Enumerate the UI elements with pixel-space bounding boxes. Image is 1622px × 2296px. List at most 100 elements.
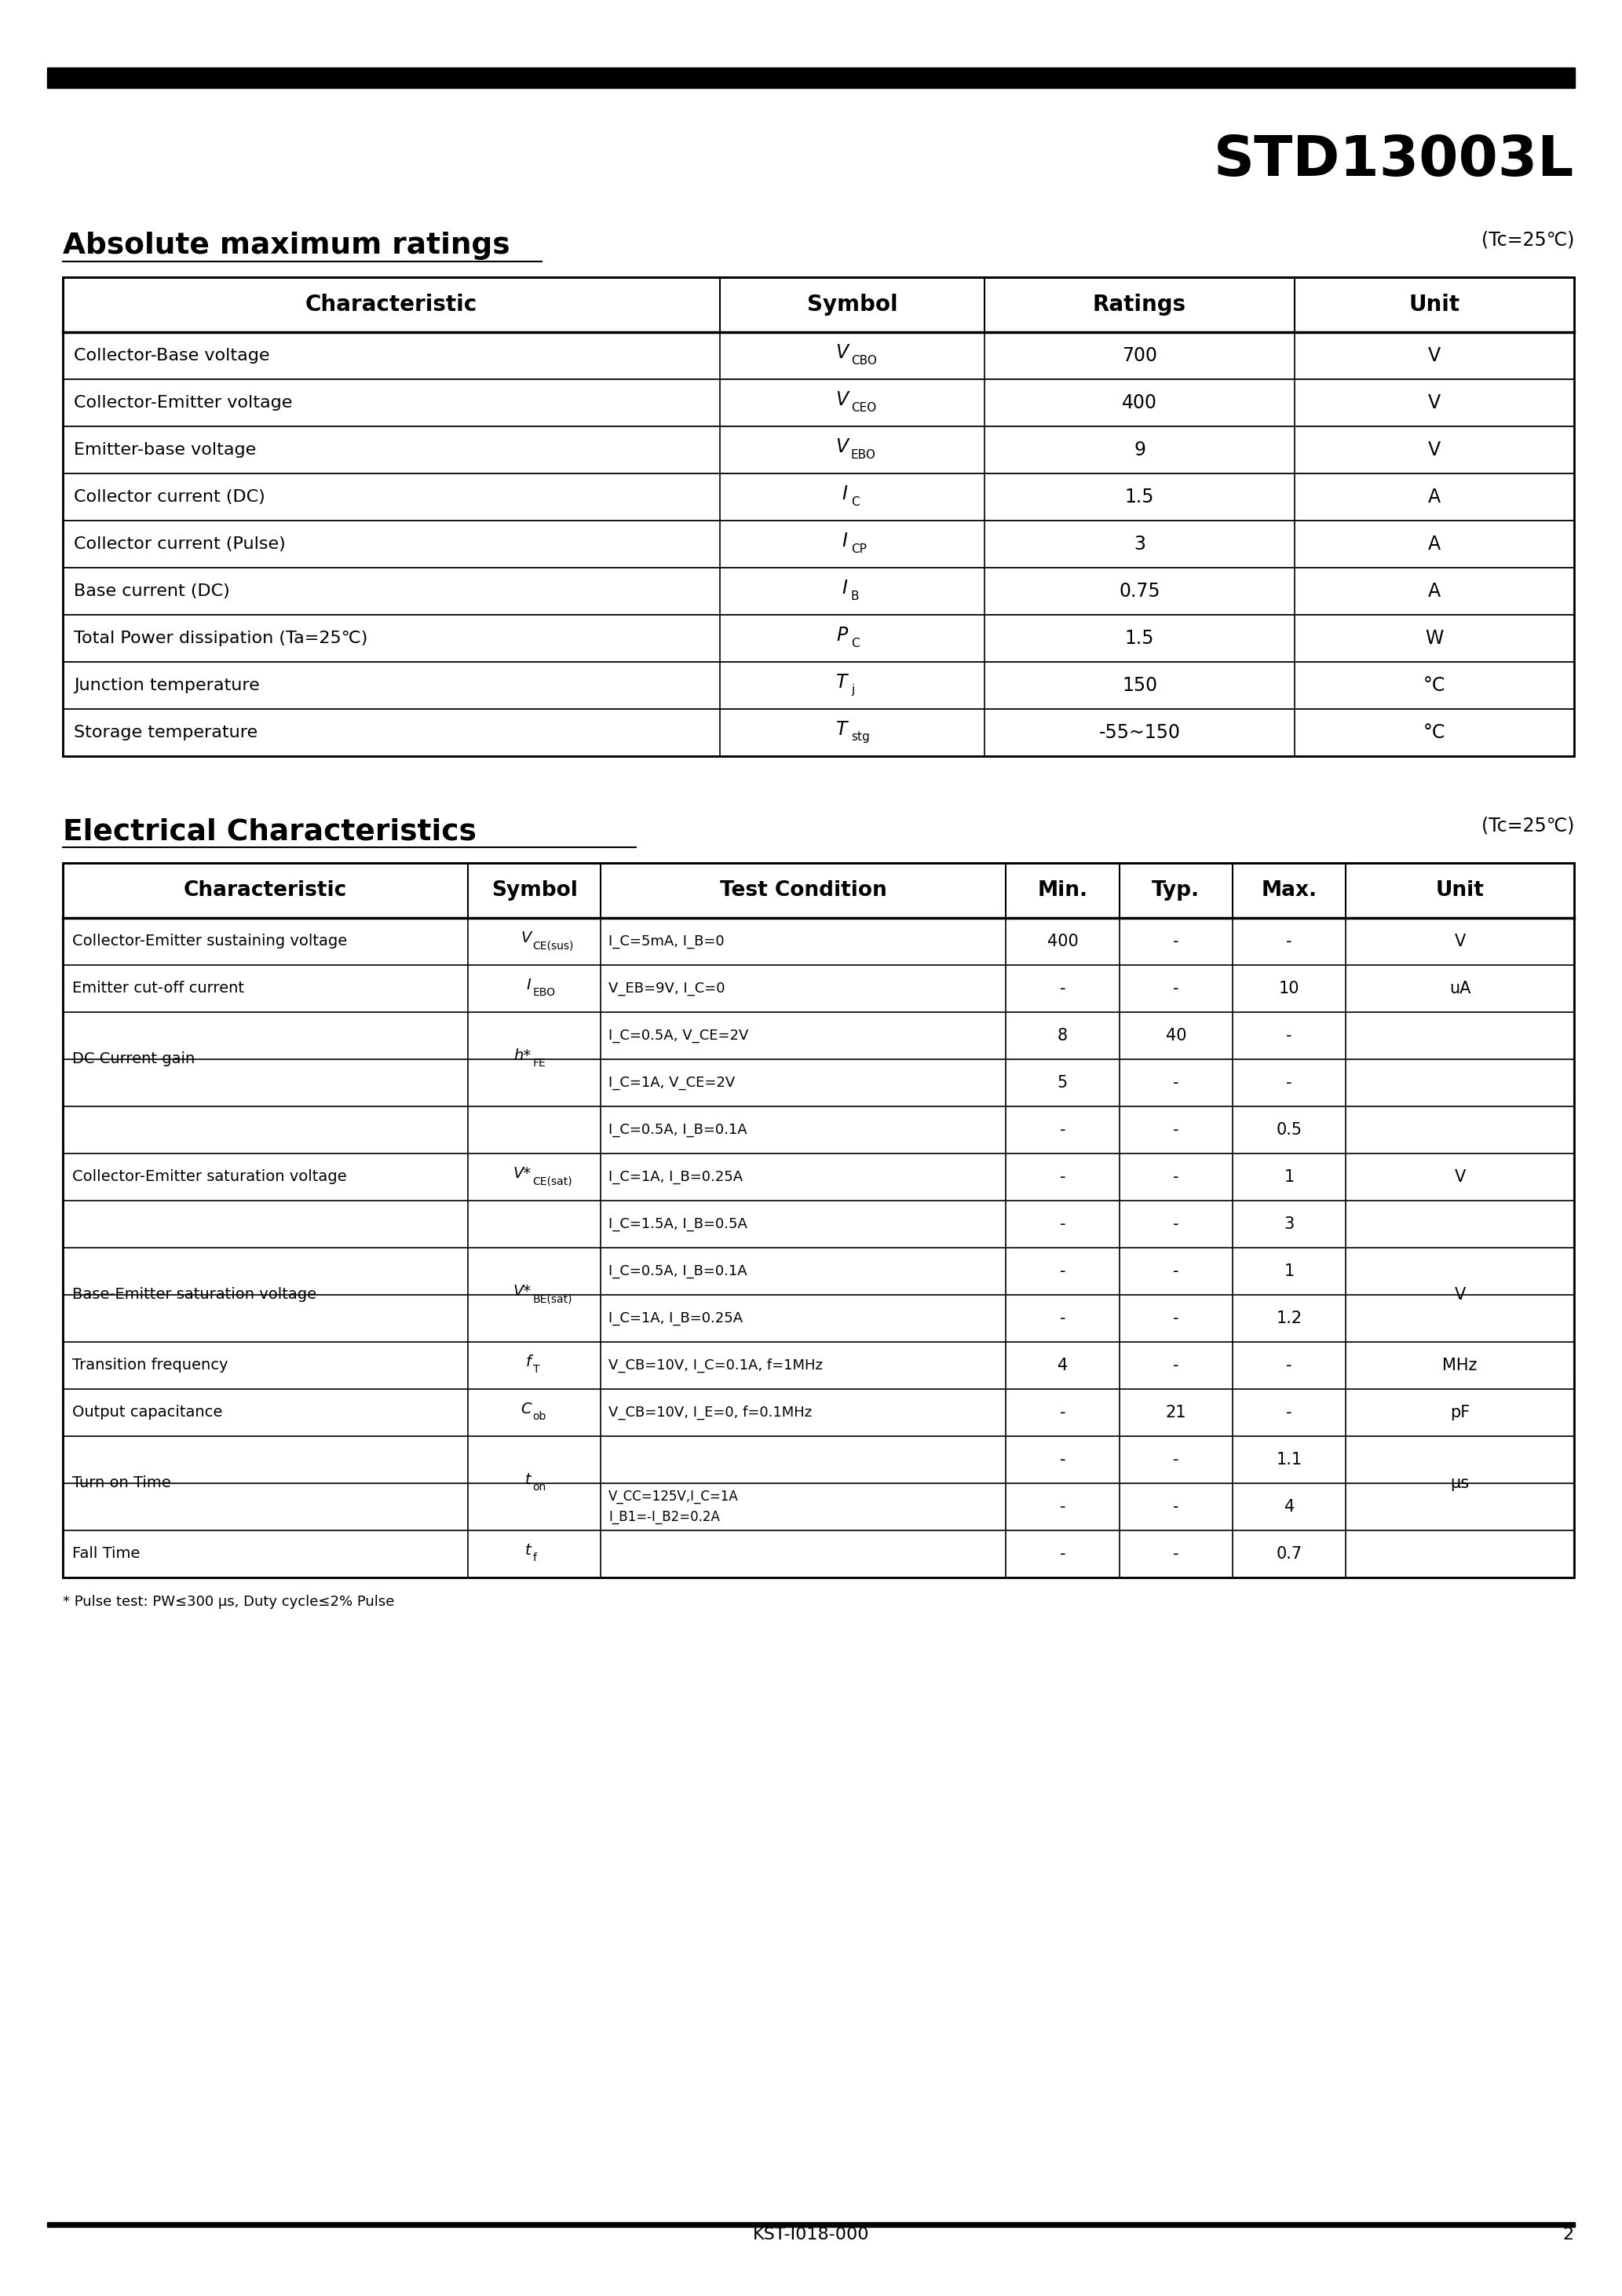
Text: I_C=1A, V_CE=2V: I_C=1A, V_CE=2V [608, 1077, 735, 1091]
Text: 1: 1 [1285, 1263, 1294, 1279]
Text: 0.7: 0.7 [1277, 1545, 1302, 1561]
Text: Characteristic: Characteristic [305, 294, 477, 315]
Text: I: I [527, 978, 530, 992]
Text: -: - [1173, 1499, 1179, 1515]
Text: 8: 8 [1058, 1029, 1067, 1045]
Text: V*: V* [513, 1283, 530, 1300]
Text: Turn on Time: Turn on Time [73, 1476, 170, 1490]
Text: (Tc=25℃): (Tc=25℃) [1481, 230, 1573, 248]
Text: MHz: MHz [1442, 1357, 1478, 1373]
Text: I_C=0.5A, V_CE=2V: I_C=0.5A, V_CE=2V [608, 1029, 749, 1042]
Text: °C: °C [1422, 675, 1445, 696]
Text: Test Condition: Test Condition [720, 879, 887, 900]
Text: CE(sat): CE(sat) [532, 1176, 573, 1187]
Text: A: A [1427, 535, 1440, 553]
Text: V_EB=9V, I_C=0: V_EB=9V, I_C=0 [608, 980, 725, 996]
Text: Absolute maximum ratings: Absolute maximum ratings [63, 232, 509, 259]
Bar [63, 379, 1573, 427]
Text: 400: 400 [1046, 934, 1079, 948]
Text: -: - [1059, 1123, 1066, 1139]
Text: Characteristic: Characteristic [183, 879, 347, 900]
Text: EBO: EBO [852, 448, 876, 461]
Text: -: - [1173, 1451, 1179, 1467]
Text: -: - [1173, 1169, 1179, 1185]
Text: 9: 9 [1134, 441, 1145, 459]
Text: A: A [1427, 487, 1440, 507]
Bar [63, 278, 1573, 755]
Bar [63, 661, 1573, 709]
Bar [63, 1437, 1573, 1483]
Text: -: - [1173, 980, 1179, 996]
Text: V: V [1455, 934, 1466, 948]
Bar [63, 1153, 1573, 1201]
Text: -: - [1286, 1029, 1293, 1045]
Text: -: - [1173, 1123, 1179, 1139]
Text: V: V [1427, 441, 1440, 459]
Text: I: I [842, 579, 848, 597]
Text: -: - [1286, 1357, 1293, 1373]
Bar [63, 709, 1573, 755]
Text: h*: h* [514, 1049, 530, 1063]
Text: I_C=0.5A, I_B=0.1A: I_C=0.5A, I_B=0.1A [608, 1123, 748, 1137]
Text: -: - [1173, 1545, 1179, 1561]
Bar [63, 1058, 1573, 1107]
Text: 1.1: 1.1 [1277, 1451, 1302, 1467]
Text: I_C=1A, I_B=0.25A: I_C=1A, I_B=0.25A [608, 1171, 743, 1185]
Text: 1: 1 [1285, 1169, 1294, 1185]
Text: t: t [526, 1543, 530, 1559]
Text: (Tc=25℃): (Tc=25℃) [1481, 815, 1573, 836]
Text: P: P [837, 627, 848, 645]
Text: V: V [835, 436, 848, 457]
Text: f: f [532, 1552, 537, 1564]
Text: Emitter-base voltage: Emitter-base voltage [73, 443, 256, 457]
Text: Collector-Emitter sustaining voltage: Collector-Emitter sustaining voltage [73, 934, 347, 948]
Text: CBO: CBO [852, 354, 878, 367]
Text: f: f [526, 1355, 530, 1371]
Text: V*: V* [513, 1166, 530, 1182]
Bar [63, 473, 1573, 521]
Text: Typ.: Typ. [1152, 879, 1200, 900]
Text: V: V [835, 342, 848, 363]
Text: Collector-Emitter voltage: Collector-Emitter voltage [73, 395, 292, 411]
Text: Collector current (Pulse): Collector current (Pulse) [73, 537, 285, 551]
Bar [63, 521, 1573, 567]
Text: j: j [852, 684, 855, 696]
Text: stg: stg [852, 732, 869, 744]
Text: -55~150: -55~150 [1098, 723, 1181, 742]
Bar [63, 1247, 1573, 1295]
Text: V: V [1455, 1288, 1466, 1302]
Text: KST-I018-000: KST-I018-000 [753, 2227, 869, 2243]
Bar [63, 278, 1573, 333]
Text: Collector current (DC): Collector current (DC) [73, 489, 264, 505]
Text: 150: 150 [1122, 675, 1158, 696]
Text: Min.: Min. [1038, 879, 1088, 900]
Text: 1.5: 1.5 [1126, 487, 1155, 507]
Text: V: V [835, 390, 848, 409]
Text: CE(sus): CE(sus) [532, 939, 574, 951]
Bar [63, 1295, 1573, 1341]
Text: V: V [1455, 1169, 1466, 1185]
Text: μs: μs [1450, 1476, 1470, 1490]
Text: t: t [526, 1472, 530, 1488]
Bar [63, 964, 1573, 1013]
Text: -: - [1059, 1217, 1066, 1233]
Text: Base current (DC): Base current (DC) [73, 583, 230, 599]
Text: -: - [1059, 1499, 1066, 1515]
Text: 40: 40 [1166, 1029, 1186, 1045]
Text: B: B [852, 590, 860, 602]
Bar [63, 918, 1573, 964]
Text: Storage temperature: Storage temperature [73, 726, 258, 742]
Text: Total Power dissipation (Ta=25℃): Total Power dissipation (Ta=25℃) [73, 631, 368, 645]
Bar [63, 615, 1573, 661]
Text: -: - [1173, 1217, 1179, 1233]
Text: Emitter cut-off current: Emitter cut-off current [73, 980, 245, 996]
Text: V: V [1427, 347, 1440, 365]
Text: 3: 3 [1285, 1217, 1294, 1233]
Text: Ratings: Ratings [1093, 294, 1186, 315]
Bar [63, 567, 1573, 615]
Text: -: - [1286, 1405, 1293, 1421]
Bar [63, 1389, 1573, 1437]
Text: FE: FE [532, 1058, 547, 1068]
Text: Symbol: Symbol [808, 294, 899, 315]
Text: V_CB=10V, I_E=0, f=0.1MHz: V_CB=10V, I_E=0, f=0.1MHz [608, 1405, 813, 1419]
